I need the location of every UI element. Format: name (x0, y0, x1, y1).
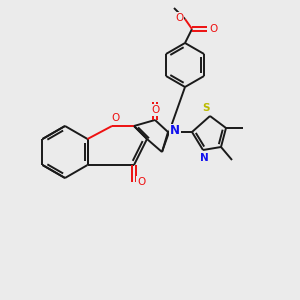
Text: O: O (209, 24, 217, 34)
Text: O: O (112, 113, 120, 123)
Text: N: N (200, 153, 208, 163)
Text: O: O (137, 177, 145, 187)
Text: S: S (202, 103, 210, 113)
Text: O: O (151, 105, 159, 115)
Text: O: O (175, 13, 183, 23)
Text: N: N (170, 124, 180, 137)
